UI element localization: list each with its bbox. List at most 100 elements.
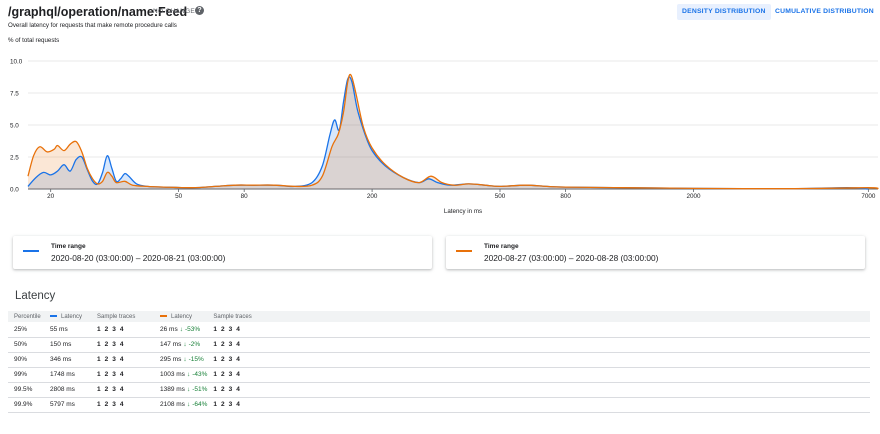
sample-trace-link[interactable]: 4 [236,386,240,393]
percentile-cell: 99% [8,367,44,383]
cumulative-distribution-button[interactable]: CUMULATIVE DISTRIBUTION [775,8,874,15]
sample-trace-link[interactable]: 3 [112,371,116,378]
sample-trace-link[interactable]: 2 [221,371,225,378]
sample-trace-link[interactable]: 1 [97,341,101,348]
sample-trace-link[interactable]: 1 [97,401,101,408]
sample-trace-link[interactable]: 3 [228,325,233,333]
sample-trace-link[interactable]: 3 [228,401,233,408]
percentile-cell: 90% [8,352,44,368]
spacer-cell [287,397,870,413]
help-circle-icon[interactable]: ? [195,6,204,15]
sample-trace-link[interactable]: 1 [213,371,217,378]
latency-table: Percentile Latency Sample traces Latency… [8,311,870,413]
spacer-header [287,311,870,322]
sample-trace-link[interactable]: 4 [236,371,240,378]
series-line-0 [27,76,869,190]
y-tick-label: 0.0 [10,187,19,194]
legend-card-range-a[interactable]: Time range 2020-08-20 (03:00:00) – 2020-… [13,236,432,269]
sample-trace-link[interactable]: 3 [112,356,116,363]
sample-trace-link[interactable]: 4 [119,401,124,408]
latency-b-cell: 1389 ms ↓ -51% [154,382,208,398]
latency-b-value: 295 ms [160,356,182,363]
sample-trace-link[interactable]: 3 [112,341,116,348]
sample-trace-link[interactable]: 4 [236,401,240,408]
sample-trace-link[interactable]: 2 [221,325,225,333]
series-line-1 [27,73,879,190]
traces-a-header: Sample traces [91,311,154,322]
sample-trace-link[interactable]: 4 [236,356,240,363]
sample-trace-link[interactable]: 3 [112,401,116,408]
x-tick-label: 80 [241,193,249,200]
density-distribution-button[interactable]: DENSITY DISTRIBUTION [677,4,771,20]
latency-delta: -53% [184,325,201,333]
sample-trace-link[interactable]: 4 [119,371,124,378]
latency-delta: -51% [192,386,208,393]
x-tick-label: 800 [560,193,571,200]
arrow-down-icon: ↓ [186,401,191,408]
sample-trace-link[interactable]: 1 [97,356,101,363]
legend-card-range-b[interactable]: Time range 2020-08-27 (03:00:00) – 2020-… [446,236,865,269]
y-axis-title: % of total requests [8,37,59,44]
sample-trace-link[interactable]: 2 [104,356,109,363]
sample-trace-link[interactable]: 2 [221,356,225,363]
sample-trace-link[interactable]: 2 [104,401,109,408]
x-axis-title: Latency in ms [444,208,482,215]
sample-trace-link[interactable]: 4 [236,341,240,348]
arrow-down-icon: ↓ [186,386,191,393]
y-tick-label: 2.5 [10,155,19,162]
arrow-down-icon: ↓ [179,325,183,333]
sample-trace-link[interactable]: 1 [213,401,217,408]
arrow-down-icon: ↓ [186,371,191,378]
sample-trace-link[interactable]: 3 [228,341,233,348]
table-header-row: Percentile Latency Sample traces Latency… [8,311,870,322]
sample-trace-link[interactable]: 1 [213,341,217,348]
x-tick-label: 50 [175,193,183,200]
latency-b-value: 1389 ms [160,386,185,393]
series-area-1 [28,74,879,189]
sample-trace-link[interactable]: 1 [213,386,217,393]
table-row: 99.9% 5797 ms 1 2 3 4 2108 ms ↓ -64% 1 2 3 4 [8,397,870,413]
sample-trace-link[interactable]: 3 [228,356,233,363]
sample-trace-link[interactable]: 2 [221,386,225,393]
table-row: 90% 346 ms 1 2 3 4 295 ms ↓ -15% 1 2 3 4 [8,352,870,368]
latency-delta: -43% [192,371,208,378]
table-row: 99.5% 2808 ms 1 2 3 4 1389 ms ↓ -51% 1 2 3 4 [8,382,870,398]
sample-trace-link[interactable]: 3 [112,325,116,333]
page-subtitle: Overall latency for requests that make r… [8,22,177,29]
sample-trace-link[interactable]: 4 [119,325,124,333]
sample-trace-link[interactable]: 1 [213,356,217,363]
legend-swatch-a [23,250,39,252]
sample-trace-link[interactable]: 4 [119,386,124,393]
sample-trace-link[interactable]: 2 [104,341,109,348]
sample-trace-link[interactable]: 4 [119,341,124,348]
sample-trace-link[interactable]: 1 [97,386,101,393]
sample-trace-link[interactable]: 3 [112,386,116,393]
sample-trace-link[interactable]: 2 [221,341,225,348]
sample-trace-link[interactable]: 2 [104,386,109,393]
status-badge: NO CHANGE [153,8,196,15]
arrow-down-icon: ↓ [183,341,187,348]
sample-trace-link[interactable]: 2 [104,325,109,333]
latency-delta: -64% [192,401,208,408]
sample-trace-link[interactable]: 3 [228,371,233,378]
sample-trace-link[interactable]: 3 [228,386,233,393]
sample-trace-link[interactable]: 2 [221,401,225,408]
sample-trace-link[interactable]: 4 [119,356,124,363]
legend-value-a: 2020-08-20 (03:00:00) – 2020-08-21 (03:0… [51,253,226,263]
sample-trace-link[interactable]: 4 [236,325,240,333]
latency-a-cell: 150 ms [44,337,91,353]
latency-b-cell: 147 ms ↓ -2% [154,337,208,353]
sample-trace-link[interactable]: 1 [97,371,101,378]
spacer-cell [287,352,870,368]
x-tick-label: 500 [495,193,506,200]
sample-trace-link[interactable]: 1 [213,325,217,333]
sample-trace-link[interactable]: 1 [97,325,101,333]
x-tick-label: 20 [47,193,55,200]
sample-trace-link[interactable]: 2 [104,371,109,378]
